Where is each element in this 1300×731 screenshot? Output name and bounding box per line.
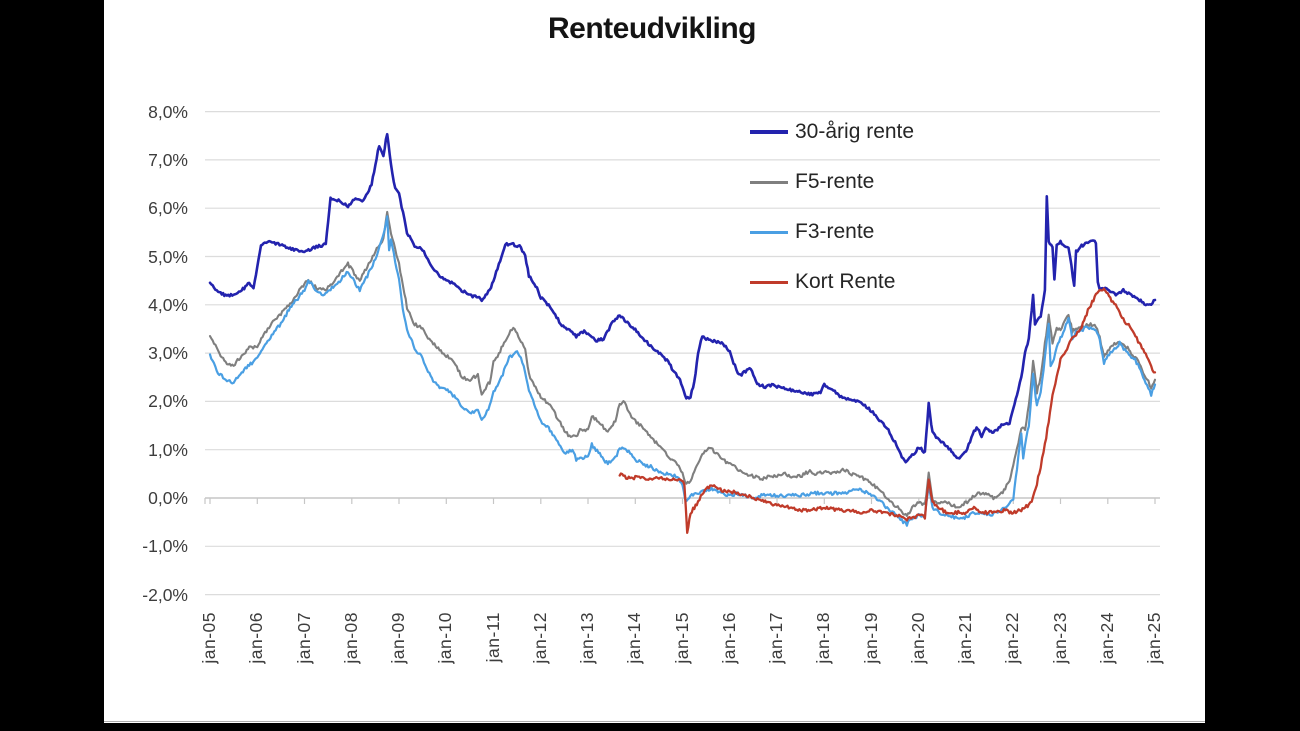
x-axis-label: jan-23: [1050, 612, 1070, 664]
y-axis-label: 0,0%: [148, 488, 188, 508]
legend-item-kort-rente: Kort Rente: [750, 269, 895, 295]
legend-item-f3-rente: F3-rente: [750, 219, 874, 245]
series-line-f3-rente: [208, 215, 1157, 527]
x-axis-label: jan-22: [1002, 612, 1022, 664]
x-axis-label: jan-07: [294, 612, 314, 664]
legend-label: 30-årig rente: [795, 120, 915, 143]
legend-label: F3-rente: [795, 220, 875, 243]
y-axis-label: 4,0%: [148, 295, 188, 315]
y-axis-label: -2,0%: [142, 585, 188, 605]
legend-item-30-arig-rente: 30-årig rente: [750, 119, 914, 145]
x-axis-label: jan-09: [388, 612, 408, 664]
series-line-f5-rente: [208, 210, 1157, 517]
y-axis-label: 6,0%: [148, 198, 188, 218]
x-axis-label: jan-12: [530, 612, 550, 664]
x-axis-label: jan-25: [1144, 612, 1164, 664]
y-axis-label: 5,0%: [148, 247, 188, 267]
x-axis-label: jan-18: [813, 612, 833, 664]
y-axis-label: 2,0%: [148, 391, 188, 411]
legend-swatch-f3-rente-icon: [750, 230, 788, 234]
x-axis-label: jan-17: [766, 612, 786, 664]
x-axis-label: jan-11: [483, 612, 503, 663]
series-line-30-rig-rente: [208, 132, 1157, 464]
legend-label: F5-rente: [795, 170, 875, 193]
y-axis-label: 8,0%: [148, 102, 188, 122]
y-axis-label: 3,0%: [148, 343, 188, 363]
x-axis-label: jan-24: [1097, 612, 1117, 664]
x-axis-label: jan-06: [246, 612, 266, 664]
y-axis-label: 7,0%: [148, 150, 188, 170]
x-axis-label: jan-19: [861, 612, 881, 664]
x-axis-label: jan-13: [577, 612, 597, 664]
legend-label: Kort Rente: [795, 270, 896, 293]
legend-swatch-kort-rente-icon: [750, 280, 788, 284]
x-axis-label: jan-05: [199, 612, 219, 664]
legend-item-f5-rente: F5-rente: [750, 169, 874, 195]
y-axis-label: 1,0%: [148, 440, 188, 460]
x-axis-label: jan-20: [908, 612, 928, 664]
legend-swatch-30-arig-rente-icon: [750, 130, 788, 134]
x-axis-label: jan-21: [955, 612, 975, 664]
frame-bottom-hairline: [104, 721, 1205, 722]
x-axis-label: jan-16: [719, 612, 739, 664]
y-axis-label: -1,0%: [142, 536, 188, 556]
x-axis-label: jan-15: [672, 612, 692, 664]
x-axis-label: jan-08: [341, 612, 361, 664]
chart-title: Renteudvikling: [547, 12, 757, 45]
x-axis-label: jan-10: [435, 612, 455, 664]
series-line-kort-rente: [618, 287, 1157, 534]
chart-stage: [104, 0, 1205, 723]
x-axis-label: jan-14: [624, 612, 644, 664]
legend-swatch-f5-rente-icon: [750, 180, 788, 184]
